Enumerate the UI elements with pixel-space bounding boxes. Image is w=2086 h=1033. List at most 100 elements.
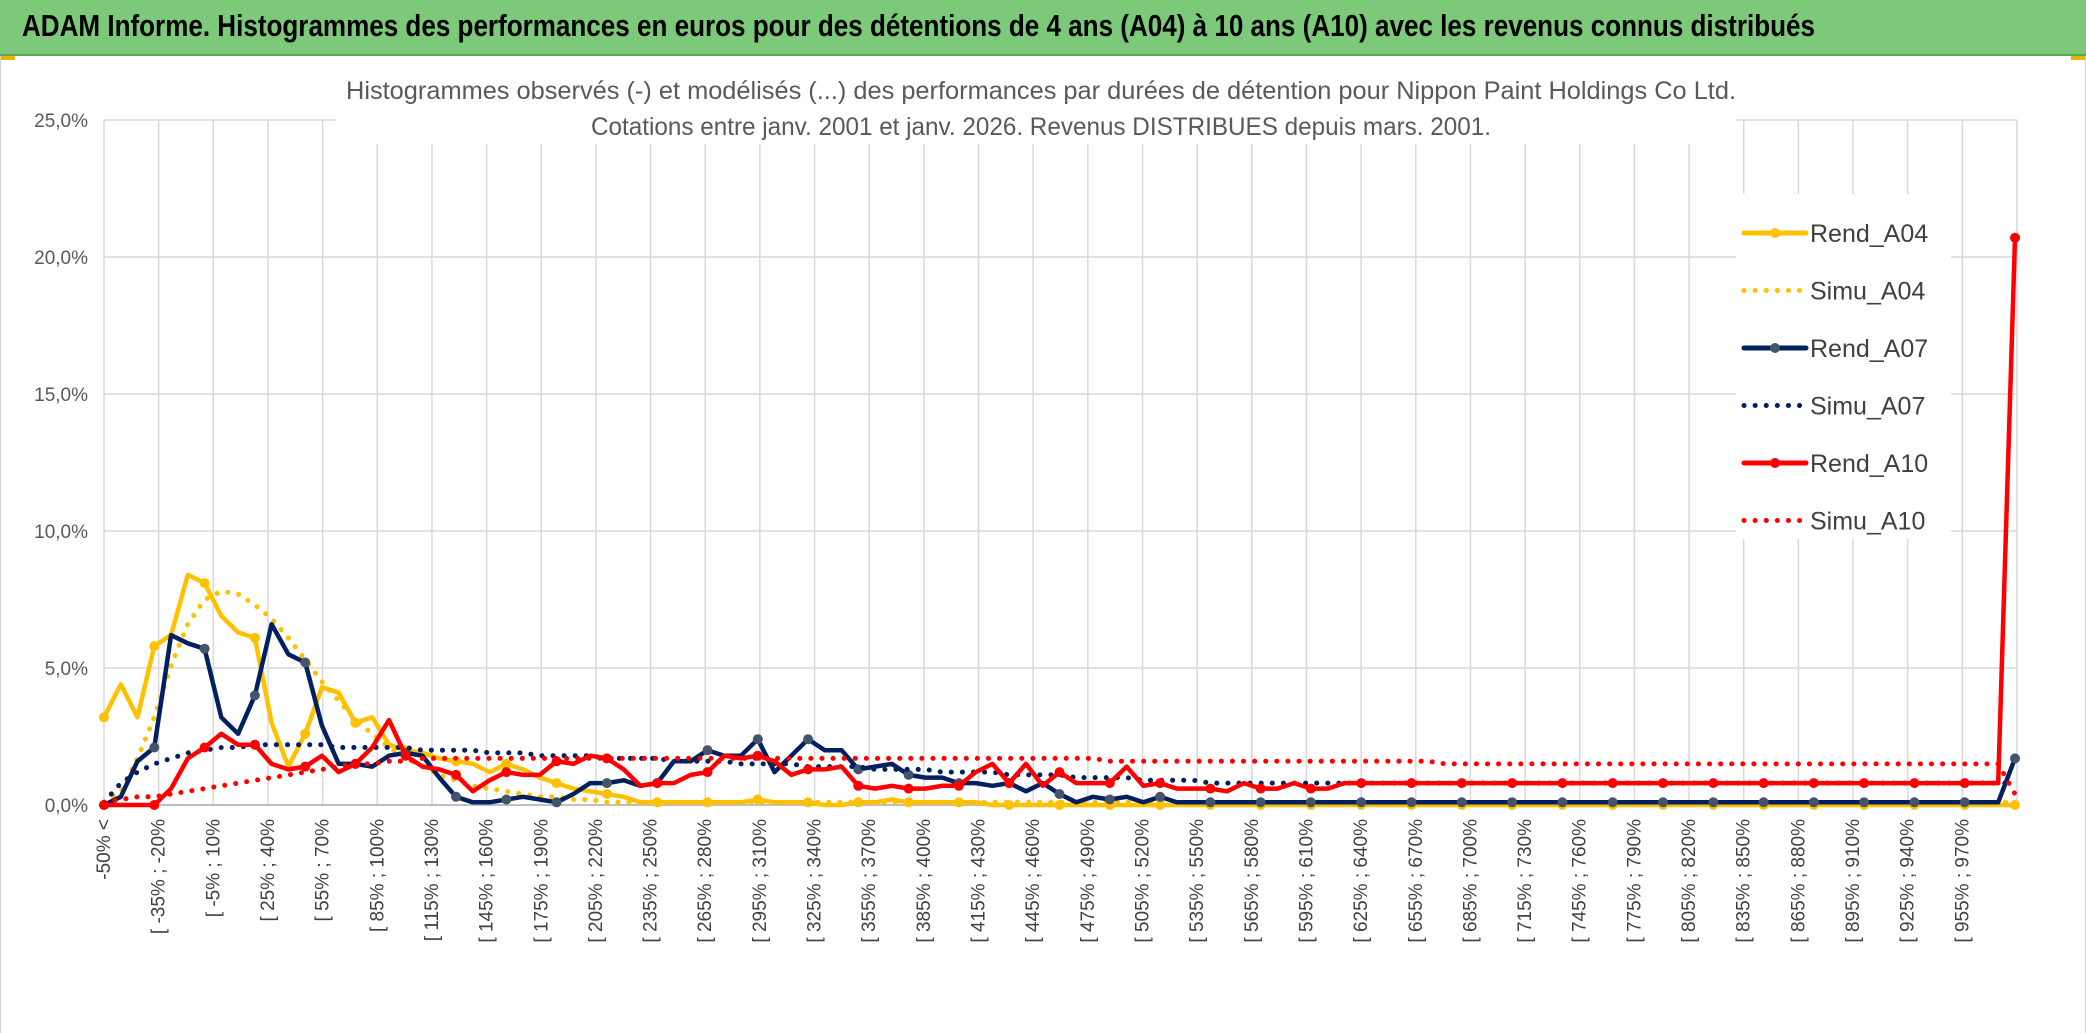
chart-title: Histogrammes observés (-) et modélisés (… — [346, 77, 1736, 105]
x-tick-label: [ -5% ; 10% — [203, 819, 224, 917]
data-point — [652, 778, 663, 789]
x-tick-label: [ 55% ; 70% — [313, 819, 334, 922]
legend-marker — [1770, 228, 1780, 238]
data-point — [1909, 797, 1920, 808]
data-point — [400, 750, 411, 761]
data-point — [501, 767, 512, 778]
data-point — [1205, 797, 1216, 808]
x-tick-label: [ 895% ; 910% — [1843, 819, 1864, 943]
data-point — [1808, 797, 1819, 808]
data-point — [1406, 778, 1417, 789]
x-tick-label: [ 715% ; 730% — [1515, 819, 1536, 943]
data-point — [451, 769, 461, 780]
legend-marker — [1770, 343, 1780, 353]
legend-box — [1736, 194, 1951, 539]
data-point — [601, 789, 612, 799]
x-tick-label: [ 355% ; 370% — [859, 819, 880, 943]
legend-label: Rend_A04 — [1810, 220, 1928, 248]
data-point — [451, 791, 461, 802]
x-tick-label: -50% < — [94, 819, 115, 880]
x-tick-label: [ 805% ; 820% — [1679, 819, 1700, 943]
y-tick-label: 20,0% — [34, 248, 88, 269]
data-point — [99, 712, 109, 723]
chart-title-bg — [336, 72, 1736, 108]
x-tick-label: [ 175% ; 190% — [531, 819, 552, 943]
x-tick-label: [ -35% ; -20% — [149, 819, 170, 934]
legend-item: Rend_A04 — [1741, 220, 1928, 248]
data-point — [149, 742, 160, 753]
data-point — [2010, 232, 2020, 243]
data-point — [702, 767, 713, 778]
data-point — [1708, 778, 1719, 789]
data-point — [853, 797, 864, 808]
data-point — [903, 769, 914, 780]
data-point — [1607, 778, 1618, 789]
data-point — [149, 800, 160, 810]
x-tick-label: [ 685% ; 700% — [1460, 819, 1481, 943]
x-tick-label: [ 445% ; 460% — [1023, 819, 1044, 943]
x-tick-label: [ 775% ; 790% — [1624, 819, 1645, 943]
data-point — [1859, 797, 1870, 808]
data-point — [1808, 778, 1819, 789]
performance-histogram-chart: 0,0% 5,0% 10,0% 15,0% 20,0% 25,0% -50% < [ -35%… — [34, 72, 2020, 943]
data-point — [1104, 794, 1115, 805]
data-point — [300, 761, 311, 772]
data-point — [1356, 797, 1367, 808]
legend-label: Rend_A07 — [1810, 335, 1928, 363]
x-tick-label: [ 595% ; 610% — [1296, 819, 1317, 943]
y-tick-label: 25,0% — [34, 111, 88, 132]
data-point — [551, 797, 562, 808]
x-tick-label: [ 745% ; 760% — [1570, 819, 1591, 943]
data-point — [1205, 783, 1216, 794]
data-point — [149, 641, 160, 652]
data-point — [1356, 778, 1367, 789]
x-tick-label: [ 535% ; 550% — [1187, 819, 1208, 943]
data-point — [903, 783, 914, 794]
data-point — [1658, 797, 1668, 808]
y-tick-label: 15,0% — [34, 385, 88, 406]
y-tick-label: 0,0% — [45, 796, 88, 817]
data-point — [1406, 797, 1417, 808]
report-banner-title: ADAM Informe. Histogrammes des performan… — [22, 8, 1815, 43]
y-tick-label: 5,0% — [45, 659, 88, 680]
data-point — [1255, 783, 1266, 794]
data-point — [1456, 797, 1467, 808]
data-point — [1004, 778, 1015, 789]
legend-item: Rend_A10 — [1741, 450, 1928, 478]
chart-area: 0,0% 5,0% 10,0% 15,0% 20,0% 25,0% -50% < [ -35%… — [0, 56, 2086, 1033]
data-point — [702, 745, 713, 756]
data-point — [953, 780, 964, 791]
data-point — [300, 657, 311, 668]
data-point — [1758, 797, 1769, 808]
data-point — [1305, 783, 1316, 794]
data-point — [249, 690, 260, 701]
x-tick-label: [ 145% ; 160% — [477, 819, 498, 943]
x-tick-label: [ 955% ; 970% — [1952, 819, 1973, 943]
data-point — [551, 778, 562, 789]
data-point — [652, 797, 663, 808]
data-point — [1557, 797, 1568, 808]
data-point — [501, 794, 512, 805]
data-point — [1155, 791, 1166, 802]
frame-corner-right — [2071, 56, 2085, 60]
x-tick-label: [ 655% ; 670% — [1406, 819, 1427, 943]
x-tick-label: [ 325% ; 340% — [805, 819, 826, 943]
data-point — [501, 758, 512, 769]
x-tick-label: [ 565% ; 580% — [1242, 819, 1263, 943]
data-point — [1859, 778, 1870, 789]
data-point — [1305, 797, 1316, 808]
x-tick-label: [ 25% ; 40% — [258, 819, 279, 922]
data-point — [1507, 778, 1518, 789]
data-point — [2010, 800, 2020, 810]
x-tick-label: [ 925% ; 940% — [1898, 819, 1919, 943]
data-point — [601, 778, 612, 789]
data-point — [1507, 797, 1518, 808]
x-tick-label: [ 385% ; 400% — [914, 819, 935, 943]
data-point — [1155, 778, 1166, 789]
x-tick-label: [ 235% ; 250% — [641, 819, 662, 943]
x-tick-label: [ 265% ; 280% — [695, 819, 716, 943]
data-point — [1255, 797, 1266, 808]
legend-item: Rend_A07 — [1741, 335, 1928, 363]
data-point — [2010, 753, 2020, 764]
chart-subtitle-bg — [336, 108, 1736, 144]
